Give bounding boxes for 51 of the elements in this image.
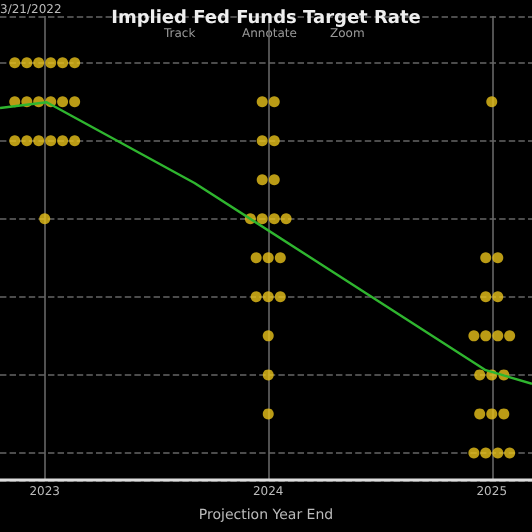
point xyxy=(21,135,33,147)
point xyxy=(250,291,262,303)
point xyxy=(69,135,81,147)
point xyxy=(69,57,81,69)
point xyxy=(504,447,516,459)
point xyxy=(250,252,262,264)
point xyxy=(498,408,510,420)
point xyxy=(33,57,45,69)
point xyxy=(268,174,280,186)
point xyxy=(268,213,280,225)
point xyxy=(274,252,286,264)
point xyxy=(492,447,504,459)
point xyxy=(474,369,486,381)
point xyxy=(274,291,286,303)
point xyxy=(262,252,274,264)
point xyxy=(262,369,274,381)
point xyxy=(9,57,21,69)
chart-title: Implied Fed Funds Target Rate xyxy=(111,9,421,29)
point xyxy=(45,135,57,147)
point xyxy=(69,96,81,108)
point xyxy=(268,135,280,147)
point xyxy=(480,330,492,342)
point xyxy=(468,330,480,342)
point xyxy=(262,330,274,342)
point xyxy=(57,135,69,147)
point xyxy=(57,96,69,108)
point xyxy=(480,252,492,264)
point xyxy=(33,135,45,147)
point xyxy=(45,57,57,69)
point xyxy=(256,174,268,186)
point xyxy=(492,291,504,303)
point xyxy=(504,330,516,342)
point xyxy=(39,213,51,225)
point xyxy=(486,408,498,420)
point xyxy=(57,57,69,69)
point xyxy=(474,408,486,420)
point xyxy=(256,135,268,147)
point xyxy=(280,213,292,225)
point xyxy=(480,291,492,303)
point xyxy=(256,213,268,225)
point xyxy=(256,96,268,108)
point xyxy=(492,330,504,342)
point xyxy=(9,135,21,147)
point xyxy=(468,447,480,459)
point xyxy=(262,291,274,303)
point xyxy=(262,408,274,420)
point xyxy=(268,96,280,108)
point xyxy=(480,447,492,459)
point xyxy=(492,252,504,264)
point xyxy=(21,57,33,69)
point xyxy=(486,96,498,108)
